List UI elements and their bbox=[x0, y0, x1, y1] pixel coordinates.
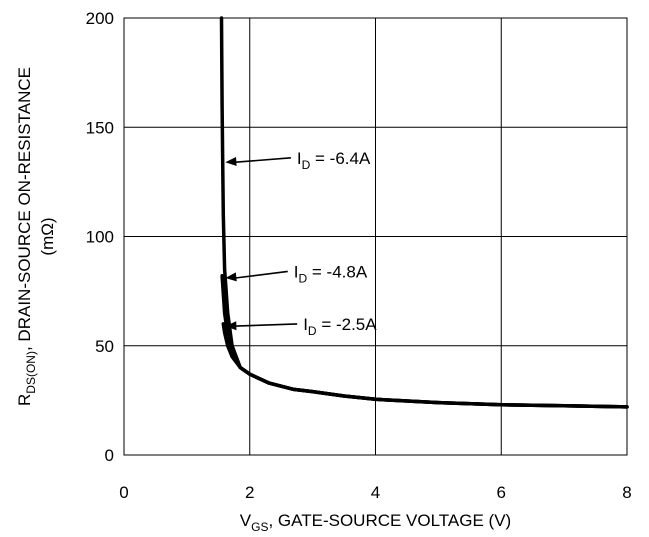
y-axis-label-sub: DS(ON) bbox=[24, 351, 38, 394]
x-tick-labels: 0 2 4 6 8 bbox=[119, 483, 631, 502]
series-line bbox=[222, 18, 628, 407]
annotation-arrowhead bbox=[225, 157, 236, 166]
y-tick-label: 150 bbox=[86, 118, 114, 137]
x-axis-label-main: V bbox=[240, 511, 252, 530]
y-tick-label: 200 bbox=[86, 9, 114, 28]
y-tick-label: 0 bbox=[105, 446, 114, 465]
x-axis-label-rest: , GATE-SOURCE VOLTAGE (V) bbox=[268, 511, 511, 530]
annotation-arrow bbox=[235, 324, 297, 326]
x-tick-label: 6 bbox=[497, 483, 506, 502]
x-tick-label: 2 bbox=[245, 483, 254, 502]
x-axis-label: VGS, GATE-SOURCE VOLTAGE (V) bbox=[240, 511, 511, 534]
x-tick-label: 8 bbox=[622, 483, 631, 502]
annotations: ID = -6.4A ID = -4.8A ID = -2.5A bbox=[225, 149, 377, 338]
annotation-label: ID = -6.4A bbox=[297, 149, 371, 172]
grid-lines bbox=[124, 18, 627, 455]
y-axis-label-rest: , DRAIN-SOURCE ON-RESISTANCE bbox=[15, 67, 34, 351]
annotation-label: ID = -4.8A bbox=[294, 262, 368, 285]
y-axis-label-main: R bbox=[15, 394, 34, 406]
x-tick-label: 0 bbox=[119, 483, 128, 502]
y-axis-label: RDS(ON), DRAIN-SOURCE ON-RESISTANCE (mΩ) bbox=[15, 67, 57, 406]
x-tick-label: 4 bbox=[371, 483, 380, 502]
y-axis-label-unit: (mΩ) bbox=[38, 217, 57, 255]
annotation-arrow bbox=[235, 271, 287, 278]
annotation-label: ID = -2.5A bbox=[303, 315, 377, 338]
y-tick-labels: 0 50 100 150 200 bbox=[86, 9, 114, 465]
y-axis-label-line1: RDS(ON), DRAIN-SOURCE ON-RESISTANCE bbox=[15, 67, 38, 406]
y-tick-label: 100 bbox=[86, 228, 114, 247]
y-tick-label: 50 bbox=[95, 337, 114, 356]
series-layer bbox=[222, 18, 628, 407]
annotation-arrow bbox=[235, 158, 291, 162]
series-line bbox=[223, 324, 627, 407]
x-axis-label-sub: GS bbox=[251, 520, 268, 534]
